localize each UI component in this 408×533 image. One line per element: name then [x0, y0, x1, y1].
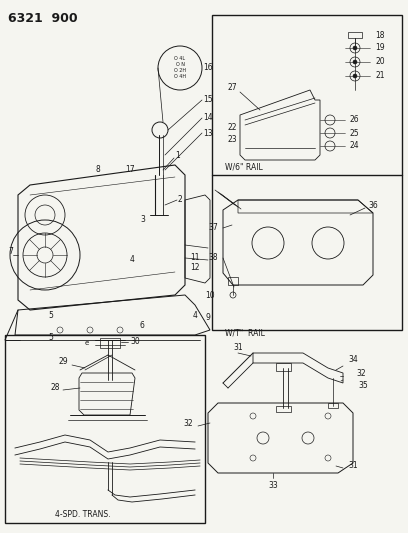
Text: 38: 38	[208, 254, 218, 262]
Text: 2: 2	[178, 196, 183, 205]
Text: 16: 16	[203, 63, 213, 72]
Text: 5: 5	[48, 334, 53, 343]
Text: 23: 23	[228, 135, 237, 144]
Bar	[328, 403, 338, 408]
Text: 11: 11	[190, 254, 200, 262]
Bar	[276, 406, 291, 412]
Text: 4-SPD. TRANS.: 4-SPD. TRANS.	[55, 510, 111, 519]
Bar	[228, 277, 238, 285]
Text: 34: 34	[348, 356, 358, 365]
Text: 21: 21	[375, 71, 384, 80]
Text: 17: 17	[125, 166, 135, 174]
Text: 27: 27	[228, 84, 237, 93]
Text: 22: 22	[228, 124, 237, 133]
Circle shape	[353, 46, 357, 50]
Text: 7: 7	[8, 247, 13, 256]
Text: 37: 37	[208, 223, 218, 232]
Bar	[276, 363, 291, 371]
Text: 4: 4	[193, 311, 198, 319]
Text: 32: 32	[356, 368, 366, 377]
Text: 14: 14	[203, 114, 213, 123]
Text: 15: 15	[203, 95, 213, 104]
Text: 30: 30	[130, 337, 140, 346]
Bar	[100, 338, 120, 348]
Bar	[5, 335, 205, 523]
Text: 20: 20	[375, 58, 385, 67]
Text: 12: 12	[190, 263, 200, 272]
Bar	[348, 32, 362, 38]
Text: 4: 4	[130, 255, 135, 264]
Text: 35: 35	[358, 382, 368, 391]
Text: O 4H: O 4H	[174, 75, 186, 79]
Text: 6: 6	[140, 320, 145, 329]
Text: 13: 13	[203, 128, 213, 138]
Text: 31: 31	[233, 343, 243, 352]
Text: O 4L: O 4L	[175, 56, 186, 61]
Text: 10: 10	[205, 290, 215, 300]
Text: 8: 8	[95, 166, 100, 174]
Text: 1: 1	[175, 150, 180, 159]
Text: 6321  900: 6321 900	[8, 12, 78, 25]
Text: O N: O N	[175, 62, 184, 68]
Text: 18: 18	[375, 30, 384, 39]
Text: 9: 9	[205, 313, 210, 322]
Text: 3: 3	[140, 215, 145, 224]
Text: 33: 33	[268, 481, 278, 490]
Text: O 2H: O 2H	[174, 69, 186, 74]
Circle shape	[353, 60, 357, 64]
Text: 29: 29	[58, 358, 68, 367]
Text: 32: 32	[183, 418, 193, 427]
Text: 24: 24	[350, 141, 359, 150]
Text: 28: 28	[51, 384, 60, 392]
Text: 5: 5	[48, 311, 53, 319]
Text: W/T"  RAIL: W/T" RAIL	[225, 328, 265, 337]
Text: 19: 19	[375, 44, 385, 52]
Text: W/6" RAIL: W/6" RAIL	[225, 162, 263, 171]
Bar	[212, 15, 402, 330]
Text: 26: 26	[350, 116, 359, 125]
Text: 31: 31	[348, 462, 358, 471]
Text: 25: 25	[350, 128, 359, 138]
Text: 36: 36	[368, 200, 378, 209]
Circle shape	[353, 74, 357, 78]
Text: e: e	[85, 340, 89, 346]
